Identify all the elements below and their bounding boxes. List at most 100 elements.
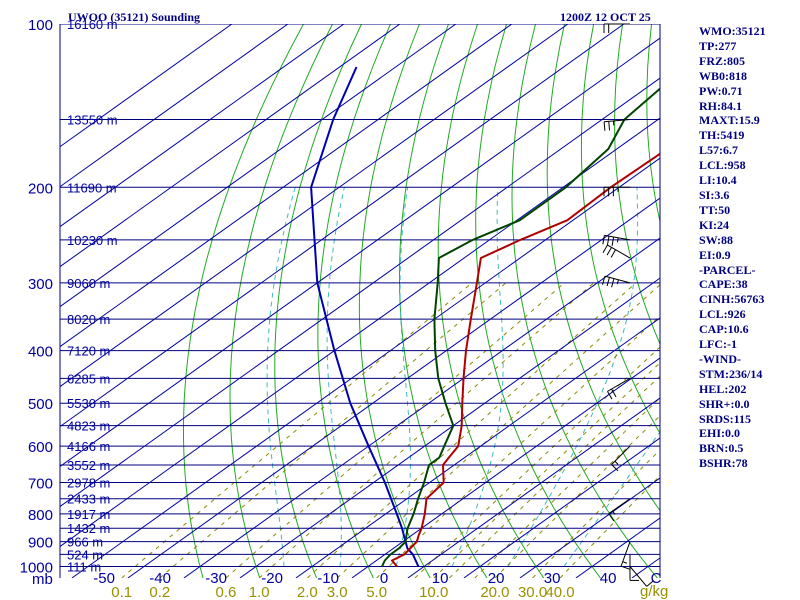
temperature-tick-label: -50 (93, 570, 115, 587)
mixing-ratio-label: 30.0 (518, 584, 547, 600)
mixing-ratio-line (225, 282, 565, 578)
isotherm (60, 117, 660, 548)
index-entry: CAP:10.6 (699, 322, 749, 337)
height-label: 4823 m (67, 419, 110, 434)
height-label: 13550 m (67, 113, 118, 128)
isotherm (127, 197, 660, 578)
mixing-ratio-label: 5.0 (366, 584, 387, 600)
temperature-tick-label: 40 (600, 570, 617, 587)
wind-barb (611, 445, 631, 472)
isotherm (519, 477, 660, 578)
isotherm (60, 24, 401, 268)
height-label: 8020 m (67, 312, 110, 327)
isotherm (60, 24, 289, 188)
dry-adiabat (511, 24, 658, 578)
isotherm (60, 24, 233, 148)
wind-barb (629, 566, 654, 587)
index-entry: -WIND- (699, 351, 741, 366)
index-entry: EI:0.9 (699, 247, 731, 262)
index-entry: LI:10.4 (699, 173, 737, 188)
temperature-tick-label: 10 (432, 570, 449, 587)
index-entry: RH:84.1 (699, 98, 742, 113)
mixing-ratio-label: 0.6 (216, 584, 237, 600)
pressure-tick-label: 400 (28, 344, 53, 361)
height-label: 5530 m (67, 396, 110, 411)
stability-indices-panel: WMO:35121 TP:277 FRZ:805 WB0:818 PW:0.71 RH:8… (699, 24, 766, 471)
height-label: 16160 m (67, 17, 118, 32)
isotherm (60, 24, 625, 428)
mixing-ratio-label: 1.0 (249, 584, 270, 600)
index-entry: LFC:-1 (699, 337, 737, 352)
isotherm (351, 357, 660, 578)
temperature-tick-label: 0 (380, 570, 388, 587)
mixing-ratio-label: 2.0 (297, 584, 318, 600)
isotherm (60, 24, 345, 228)
index-entry: STM:236/14 (699, 366, 763, 381)
pressure-tick-label: 500 (28, 396, 53, 413)
pressure-tick-label: 900 (28, 535, 53, 552)
isotherm (60, 24, 457, 308)
isotherm (407, 397, 660, 578)
index-entry: SRDS:115 (699, 411, 752, 426)
station-title: UWOO (35121) Sounding (68, 10, 201, 24)
mixing-ratio-label: 20.0 (480, 584, 509, 600)
temperature-tick-label: 20 (488, 570, 505, 587)
mixing-ratio-line (307, 282, 637, 578)
mixing-ratio-label: 40.0 (545, 584, 574, 600)
mixing-ratio-line (433, 362, 660, 578)
index-entry: WB0:818 (699, 68, 747, 83)
dry-adiabat (437, 24, 545, 578)
dry-adiabat (399, 24, 488, 578)
isotherm (60, 24, 569, 388)
plot-area (60, 24, 660, 578)
index-entry: SI:3.6 (699, 187, 730, 202)
mixing-unit-label: g/kg (640, 583, 668, 600)
wind-barb (603, 23, 630, 33)
index-entry: BSHR:78 (699, 456, 748, 471)
temperature-tick-label: C (651, 570, 662, 587)
pressure-unit-label: mb (32, 571, 53, 588)
pressure-tick-label: 700 (28, 475, 53, 492)
dewpoint-trace (381, 87, 660, 567)
index-entry: CAPE:38 (699, 277, 748, 292)
dry-adiabat (614, 24, 660, 346)
height-label: 10230 m (67, 233, 118, 248)
wind-barb (620, 541, 631, 570)
index-entry: FRZ:805 (699, 53, 745, 68)
temperature-tick-label: -10 (317, 570, 339, 587)
isotherm (463, 437, 660, 578)
height-label: 7120 m (67, 344, 110, 359)
mixing-ratio-label: 0.2 (149, 584, 170, 600)
temperature-tick-label: 30 (544, 570, 561, 587)
temperature-tick-label: -40 (149, 570, 171, 587)
background-grid (60, 24, 660, 578)
index-entry: BRN:0.5 (699, 441, 744, 456)
index-entry: TH:5419 (699, 128, 745, 143)
height-label: 2433 m (67, 492, 110, 507)
height-label: 6285 m (67, 371, 110, 386)
pressure-tick-label: 600 (28, 439, 53, 456)
temperature-tick-label: -20 (261, 570, 283, 587)
pressure-tick-label: 100 (28, 17, 53, 34)
wind-barb (629, 554, 639, 581)
mixing-ratio-line (336, 284, 660, 578)
temperature-trace (391, 152, 660, 568)
pressure-tick-label: 800 (28, 507, 53, 524)
height-label: 4166 m (67, 439, 110, 454)
wind-barb (602, 275, 631, 288)
height-label: 524 m (67, 547, 103, 562)
mixing-ratio-line (258, 282, 595, 578)
mixing-ratio-label: 3.0 (327, 584, 348, 600)
mixing-ratio-line (121, 282, 473, 578)
dry-adiabat (229, 24, 333, 578)
temperature-tick-label: -30 (205, 570, 227, 587)
mixing-ratio-label: 10.0 (419, 584, 448, 600)
index-entry: -PARCEL- (699, 262, 756, 277)
index-entry: L57:6.7 (699, 143, 738, 158)
dry-adiabat (546, 24, 660, 512)
profile-lines (310, 66, 660, 568)
pressure-tick-label: 1000 (20, 560, 53, 577)
mixing-ratio-label: 0.1 (111, 584, 132, 600)
